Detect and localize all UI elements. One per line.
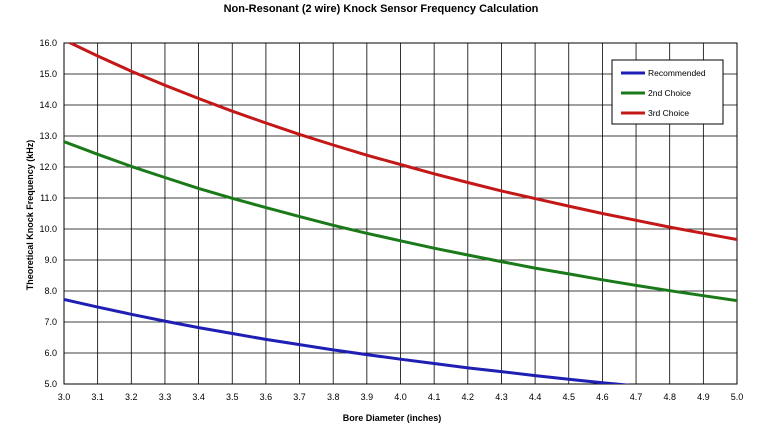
x-tick-label: 3.5 [226, 392, 239, 402]
y-tick-label: 8.0 [44, 286, 57, 296]
x-tick-label: 4.8 [663, 392, 676, 402]
y-tick-label: 13.0 [39, 131, 57, 141]
y-tick-label: 10.0 [39, 224, 57, 234]
x-tick-label: 3.8 [327, 392, 340, 402]
x-tick-label: 4.7 [630, 392, 643, 402]
x-tick-label: 4.4 [529, 392, 542, 402]
x-tick-label: 3.2 [125, 392, 138, 402]
legend-label: 3rd Choice [648, 108, 689, 118]
legend-label: Recommended [648, 68, 706, 78]
x-tick-label: 3.0 [58, 392, 71, 402]
y-tick-label: 6.0 [44, 348, 57, 358]
y-tick-label: 16.0 [39, 38, 57, 48]
series-line-3rd-choice [67, 43, 737, 241]
y-tick-label: 12.0 [39, 162, 57, 172]
x-tick-label: 4.6 [596, 392, 609, 402]
series-lines [64, 43, 737, 384]
series-line-recommended [64, 297, 632, 384]
legend-label: 2nd Choice [648, 88, 691, 98]
y-tick-label: 9.0 [44, 255, 57, 265]
x-tick-label: 3.4 [192, 392, 205, 402]
y-tick-label: 14.0 [39, 100, 57, 110]
series-line-2nd-choice [64, 140, 737, 303]
y-tick-label: 7.0 [44, 317, 57, 327]
x-tick-label: 3.7 [293, 392, 306, 402]
legend: Recommended 2nd Choice 3rd Choice [611, 59, 724, 125]
plot-area-frame [63, 42, 738, 385]
x-tick-label: 4.0 [394, 392, 407, 402]
x-axis-label: Bore Diameter (inches) [343, 413, 442, 423]
y-tick-label: 5.0 [44, 379, 57, 389]
x-tick-label: 4.5 [562, 392, 575, 402]
x-tick-label: 3.6 [260, 392, 273, 402]
x-tick-label: 4.2 [462, 392, 475, 402]
x-tick-label: 4.9 [697, 392, 710, 402]
x-tick-label: 5.0 [731, 392, 744, 402]
x-tick-label: 3.9 [361, 392, 374, 402]
x-tick-label: 3.3 [159, 392, 172, 402]
x-tick-label: 3.1 [91, 392, 104, 402]
x-tick-label: 4.3 [495, 392, 508, 402]
tick-labels: 3.0 3.1 3.2 3.3 3.4 3.5 3.6 3.7 3.8 3.9 4.0 4.1 4.2 4… [39, 38, 743, 402]
x-tick-label: 4.1 [428, 392, 441, 402]
chart-title: Non-Resonant (2 wire) Knock Sensor Frequ… [224, 3, 539, 15]
y-axis-label: Theoretical Knock Frequency (kHz) [25, 140, 35, 291]
y-tick-label: 15.0 [39, 69, 57, 79]
y-tick-label: 11.0 [40, 193, 57, 203]
